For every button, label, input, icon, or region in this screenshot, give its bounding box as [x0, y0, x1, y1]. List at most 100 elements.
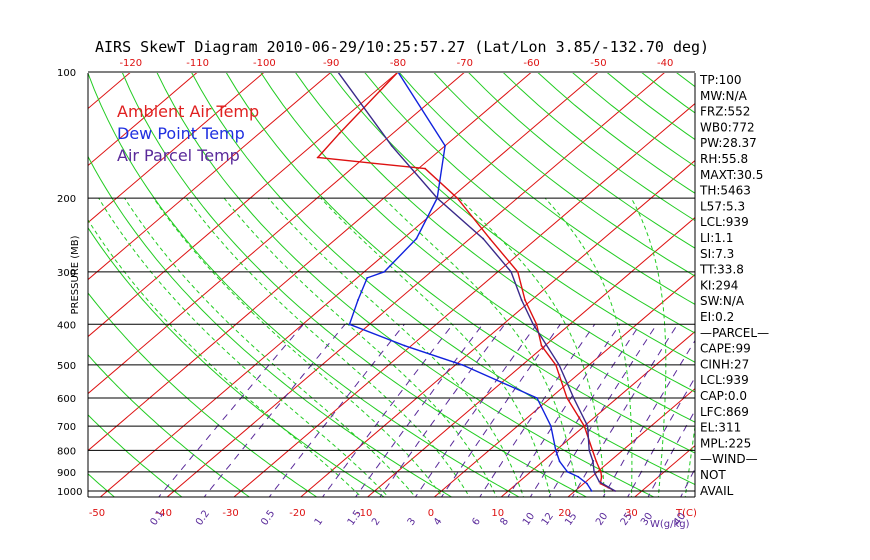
isotherm — [88, 73, 198, 167]
series-point — [599, 470, 602, 473]
bottom-temp-tick-label: -10 — [356, 508, 372, 519]
series-point — [583, 425, 586, 427]
dry-adiabat — [295, 73, 695, 393]
series-point — [540, 344, 543, 347]
bottom-temp-tick-label: -30 — [222, 508, 238, 519]
isotherm — [765, 53, 870, 500]
top-temp-tick-label: -120 — [119, 58, 142, 69]
mixing-ratio-line — [414, 324, 538, 497]
moist-adiabat — [88, 218, 362, 497]
pressure-tick-label: 1000 — [57, 487, 82, 498]
pressure-tick-label: 700 — [57, 422, 76, 433]
series-point — [566, 397, 568, 399]
series-point — [444, 144, 446, 147]
series-point — [348, 323, 351, 326]
y-axis-label: PRESSURE (MB) — [70, 235, 81, 314]
series-point — [591, 449, 594, 452]
dry-adiabat — [88, 292, 318, 497]
stat-line: WB0:772 — [700, 120, 755, 134]
stat-line: —PARCEL— — [700, 326, 769, 340]
isotherm — [88, 73, 398, 338]
mixing-ratio-line — [158, 323, 304, 497]
isotherm — [166, 73, 665, 497]
bottom-temp-tick-label: -40 — [156, 508, 172, 519]
mixing-ratio-label: 12 — [540, 511, 556, 528]
stat-line: —WIND— — [700, 452, 758, 466]
mixing-ratio-line — [203, 323, 346, 497]
pressure-tick-label: 200 — [57, 194, 76, 205]
series-point — [590, 490, 593, 492]
pressure-tick-label: 500 — [57, 361, 76, 372]
isotherm — [88, 73, 465, 395]
bottom-temp-tick-label: -20 — [289, 508, 305, 519]
series-point — [415, 237, 418, 240]
mixing-ratio-label: 1 — [313, 516, 326, 528]
pressure-lines — [88, 71, 695, 492]
mixing-ratio-label: 0.2 — [194, 508, 212, 527]
dry-adiabat — [88, 226, 386, 497]
stat-line: MW:N/A — [700, 89, 748, 103]
series-point — [586, 425, 589, 427]
top-temp-tick-label: -70 — [457, 58, 473, 69]
dry-adiabat — [260, 73, 695, 423]
stat-line: MAXT:30.5 — [700, 168, 763, 182]
pressure-tick-label: 100 — [57, 68, 76, 79]
pressure-tick-label: 300 — [57, 268, 76, 279]
dry-adiabat — [364, 73, 695, 334]
series-point — [436, 197, 439, 200]
isotherm — [88, 73, 532, 452]
bottom-temp-tick-label: -50 — [89, 508, 105, 519]
series-point — [424, 167, 426, 170]
moist-adiabat — [185, 197, 471, 497]
mixing-ratio-line — [379, 324, 506, 497]
dry-adiabat — [433, 73, 695, 277]
mixing-ratio-line — [529, 324, 641, 497]
series-point — [554, 449, 557, 452]
bottom-temp-tick-label: 20 — [558, 508, 571, 519]
series-point — [558, 364, 560, 366]
moist-adiabat — [223, 197, 498, 497]
series-point — [600, 475, 603, 478]
mixing-ratio-label: 2 — [370, 516, 383, 528]
series-layer — [316, 73, 616, 492]
stat-line: FRZ:552 — [700, 105, 750, 119]
dry-adiabat — [121, 73, 588, 497]
stat-line: AVAIL — [700, 484, 734, 498]
moist-adiabat — [630, 197, 667, 497]
dry-adiabat — [399, 73, 695, 305]
chart-title: AIRS SkewT Diagram 2010-06-29/10:25:57.2… — [95, 38, 709, 56]
dry-adiabat — [468, 73, 695, 249]
mixing-ratio-label: 3 — [406, 516, 419, 528]
stat-line: RH:55.8 — [700, 152, 748, 166]
pressure-tick-label: 400 — [57, 320, 76, 331]
isotherm — [832, 53, 870, 500]
legend: Ambient Air Temp Dew Point Temp Air Parcel… — [117, 102, 259, 165]
series-point — [456, 197, 459, 200]
dry-adiabat — [191, 73, 695, 486]
top-temp-tick-label: -110 — [186, 58, 209, 69]
top-temp-tick-label: -50 — [590, 58, 606, 69]
series-point — [558, 460, 561, 463]
isotherm — [88, 73, 264, 224]
stat-line: NOT — [700, 468, 726, 482]
series-point — [595, 460, 598, 463]
series-point — [461, 364, 464, 366]
dry-adiabat — [225, 73, 695, 454]
moist-adiabat — [124, 197, 416, 497]
mixing-ratio-label: 20 — [594, 511, 610, 528]
stat-line: MPL:225 — [700, 436, 751, 450]
isotherm — [99, 73, 598, 497]
mixing-ratio-line — [571, 324, 679, 497]
series-point — [316, 156, 319, 159]
isotherm — [233, 102, 695, 497]
mixing-ratio-line — [321, 323, 454, 497]
stat-line: CINH:27 — [700, 357, 749, 371]
stat-line: SW:N/A — [700, 294, 745, 308]
series-point — [550, 425, 552, 427]
series-line-0 — [316, 73, 616, 492]
isotherm — [433, 273, 695, 497]
series-point — [554, 364, 557, 366]
mixing-ratio-line — [440, 324, 561, 497]
grid — [88, 53, 870, 500]
